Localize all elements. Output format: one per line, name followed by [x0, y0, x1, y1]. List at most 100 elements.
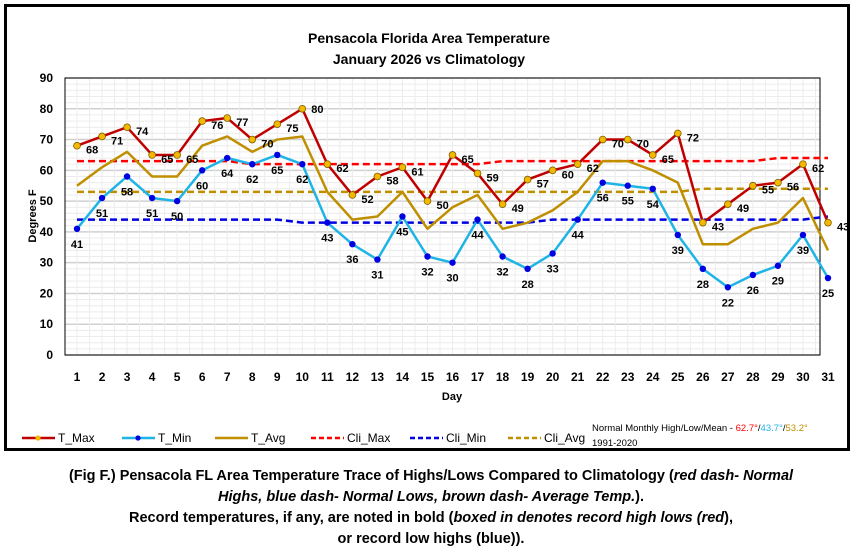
normals-note: Normal Monthly High/Low/Mean - 62.7°/43.… [592, 423, 808, 449]
x-tick-label: 22 [596, 370, 610, 384]
tmin-data-label: 26 [747, 285, 759, 297]
legend-marker [135, 435, 141, 441]
x-tick-label: 15 [421, 370, 435, 384]
x-tick-label: 8 [249, 370, 256, 384]
data-point-t-max [148, 151, 156, 159]
x-tick-label: 19 [521, 370, 535, 384]
y-axis-ticks: 0 10 20 30 40 50 60 70 80 90 [40, 71, 54, 362]
x-tick-label: 12 [346, 370, 360, 384]
y-tick-label: 50 [40, 194, 54, 208]
x-tick-label: 20 [546, 370, 560, 384]
legend: T_Max T_Min T_Avg Cli_Max Cli_Min Cli_Avg [22, 431, 585, 445]
data-point-t-max [248, 135, 257, 144]
data-point-t-min [274, 151, 281, 159]
tmax-data-label: 65 [161, 154, 173, 166]
x-axis-label: Day [442, 391, 463, 403]
data-point-t-min [173, 197, 181, 205]
data-point-t-min [549, 250, 556, 257]
tmax-data-label: 43 [712, 222, 724, 234]
legend-label: T_Avg [251, 431, 285, 445]
x-tick-label: 23 [621, 370, 635, 384]
tmax-data-label: 59 [487, 172, 499, 184]
tmax-data-label: 65 [462, 154, 474, 166]
tmin-data-label: 32 [496, 267, 508, 279]
data-point-t-max [648, 151, 657, 159]
x-tick-label: 30 [796, 370, 810, 384]
tmin-data-label: 51 [96, 208, 108, 220]
x-tick-label: 14 [396, 370, 410, 384]
legend-label: T_Max [58, 431, 95, 445]
figure-caption: (Fig F.) Pensacola FL Area Temperature T… [0, 466, 862, 550]
caption-italic: boxed in denotes record high lows (red [453, 510, 725, 526]
data-point-t-min [148, 194, 156, 202]
data-point-t-max [673, 129, 682, 138]
legend-label: Cli_Min [446, 431, 486, 445]
x-tick-label: 17 [471, 370, 485, 384]
data-point-t-max [298, 104, 307, 113]
tmin-data-label: 44 [471, 230, 484, 242]
tmax-data-label: 65 [186, 154, 198, 166]
tmax-data-label: 49 [737, 203, 749, 215]
x-tick-label: 11 [321, 370, 334, 384]
data-point-t-min [123, 173, 131, 180]
chart-subtitle: January 2026 vs Climatology [333, 51, 525, 67]
caption-text: Record temperatures, if any, are noted i… [129, 510, 454, 526]
tmax-data-label: 65 [662, 154, 674, 166]
caption-line-1: (Fig F.) Pensacola FL Area Temperature T… [0, 466, 862, 487]
tmin-data-label: 39 [797, 245, 809, 257]
data-point-t-max [73, 141, 81, 150]
caption-italic: red dash- Normal [673, 468, 794, 484]
sep: / [758, 423, 761, 434]
tmax-data-label: 61 [411, 166, 423, 178]
data-point-t-min [324, 219, 331, 226]
tmin-data-label: 31 [371, 270, 383, 282]
data-point-t-max [198, 117, 206, 125]
x-tick-label: 10 [296, 370, 310, 384]
data-point-t-min [824, 274, 832, 282]
data-point-t-min [724, 284, 732, 291]
data-point-t-max [348, 191, 357, 199]
y-tick-label: 40 [40, 225, 54, 239]
legend-marker [35, 435, 41, 441]
x-tick-label: 5 [174, 370, 181, 384]
data-point-t-max [749, 181, 757, 190]
tmax-data-label: 75 [286, 123, 298, 135]
tmin-data-label: 39 [672, 245, 684, 257]
data-point-t-max [398, 163, 407, 172]
tmax-data-label: 62 [812, 163, 824, 175]
legend-label: T_Min [158, 431, 191, 445]
tmax-data-label: 52 [361, 194, 373, 206]
data-point-t-max [548, 166, 557, 175]
tmax-data-label: 43 [837, 222, 849, 234]
tmax-data-label: 60 [562, 169, 574, 181]
tmin-data-label: 62 [246, 174, 258, 186]
x-tick-label: 27 [721, 370, 735, 384]
data-point-t-min [599, 179, 606, 186]
temperature-chart: Pensacola Florida Area Temperature Janua… [22, 30, 849, 449]
tmin-data-label: 65 [271, 165, 283, 177]
data-point-t-max [724, 200, 732, 208]
tmax-data-label: 68 [86, 145, 98, 157]
data-point-t-max [623, 135, 632, 144]
data-point-t-max [473, 169, 482, 178]
caption-text: (Fig F.) Pensacola FL Area Temperature T… [68, 468, 674, 484]
tmin-data-label: 45 [396, 227, 408, 239]
y-axis-label: Degrees F [27, 189, 39, 242]
series-line-cli-avg [77, 187, 828, 194]
x-tick-label: 9 [274, 370, 281, 384]
tmin-data-label: 51 [146, 208, 158, 220]
tmin-data-label: 28 [697, 279, 709, 291]
x-tick-label: 28 [746, 370, 760, 384]
x-tick-label: 29 [771, 370, 785, 384]
data-point-t-min [374, 256, 381, 263]
svg-text:Normal Monthly High/Low/Mean -: Normal Monthly High/Low/Mean - 62.7°/43.… [592, 423, 808, 434]
tmin-data-label: 43 [321, 233, 333, 245]
caption-text: ), [724, 510, 733, 526]
data-point-t-max [423, 197, 432, 205]
y-tick-label: 0 [46, 348, 53, 362]
tmax-data-label: 70 [261, 139, 273, 151]
tmin-data-label: 60 [196, 180, 208, 192]
tmax-data-label: 49 [512, 203, 524, 215]
series-line-cli-min [77, 215, 829, 224]
tmin-data-label: 29 [772, 276, 784, 288]
